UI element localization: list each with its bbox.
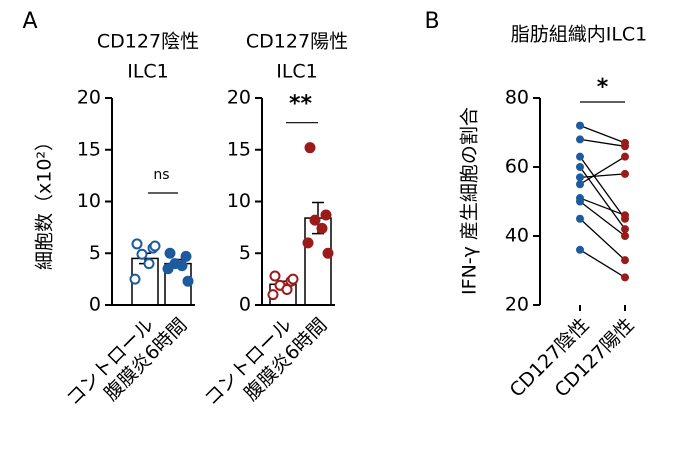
pair-line bbox=[579, 156, 626, 220]
data-point bbox=[320, 209, 332, 221]
data-point bbox=[269, 270, 281, 282]
data-point bbox=[621, 273, 629, 282]
y-tick-label: 10 bbox=[227, 190, 251, 212]
data-point bbox=[129, 273, 141, 285]
pair-line bbox=[579, 249, 626, 278]
data-point bbox=[302, 237, 314, 249]
data-point bbox=[281, 283, 293, 295]
data-point bbox=[309, 214, 321, 226]
data-point bbox=[267, 289, 279, 301]
data-point bbox=[176, 260, 188, 272]
data-point bbox=[576, 197, 584, 206]
data-point bbox=[621, 225, 629, 234]
pair-line bbox=[579, 138, 626, 147]
data-point bbox=[576, 121, 584, 130]
y-tick-label: 5 bbox=[89, 242, 101, 264]
y-axis-label: 細胞数（x10²） bbox=[34, 132, 56, 270]
data-point bbox=[621, 142, 629, 151]
y-tick-label: 20 bbox=[77, 87, 101, 109]
pair-line bbox=[579, 200, 626, 237]
y-tick-label: 15 bbox=[227, 138, 251, 160]
data-point bbox=[287, 273, 299, 285]
data-point bbox=[180, 250, 192, 262]
data-point bbox=[621, 211, 629, 220]
significance-label: ns bbox=[153, 167, 169, 183]
pair-line bbox=[579, 197, 626, 216]
data-point bbox=[576, 180, 584, 189]
data-point bbox=[149, 240, 161, 252]
chart-title: CD127陽性 bbox=[246, 31, 348, 53]
y-tick-label: 0 bbox=[239, 294, 251, 316]
y-tick-label: 15 bbox=[77, 138, 101, 160]
data-point bbox=[304, 142, 316, 154]
chart-title: ILC1 bbox=[127, 61, 169, 83]
data-point bbox=[162, 263, 174, 275]
y-tick-label: 20 bbox=[505, 294, 529, 316]
significance-label: * bbox=[597, 75, 609, 100]
y-tick-label: 0 bbox=[89, 294, 101, 316]
pair-line bbox=[579, 218, 626, 261]
data-point bbox=[164, 247, 176, 259]
data-point bbox=[576, 163, 584, 171]
data-point bbox=[621, 256, 629, 265]
pair-line bbox=[579, 173, 626, 178]
pair-line bbox=[579, 156, 626, 185]
y-tick-label: 60 bbox=[505, 156, 529, 178]
data-point bbox=[136, 248, 148, 260]
data-point bbox=[316, 222, 328, 234]
data-point bbox=[143, 258, 155, 270]
y-tick-label: 20 bbox=[227, 87, 251, 109]
data-point bbox=[576, 245, 584, 254]
y-tick-label: 40 bbox=[505, 225, 529, 247]
chart-title: ILC1 bbox=[276, 61, 318, 83]
significance-label: ** bbox=[289, 92, 313, 117]
data-point bbox=[576, 152, 584, 161]
panel-label: B bbox=[424, 9, 439, 34]
data-point bbox=[322, 247, 334, 259]
y-tick-label: 80 bbox=[505, 87, 529, 109]
data-point bbox=[576, 173, 584, 182]
data-point bbox=[621, 169, 629, 178]
chart-title: 脂肪組織内ILC1 bbox=[511, 24, 648, 46]
data-point bbox=[621, 152, 629, 161]
y-tick-label: 10 bbox=[77, 190, 101, 212]
data-point bbox=[621, 232, 629, 240]
data-point bbox=[131, 238, 143, 250]
data-point bbox=[576, 214, 584, 223]
panel-label: A bbox=[22, 9, 37, 34]
data-point bbox=[576, 135, 584, 144]
pair-line bbox=[579, 124, 626, 144]
chart-title: CD127陰性 bbox=[97, 31, 199, 53]
y-tick-label: 5 bbox=[239, 242, 251, 264]
y-axis-label: IFN-γ 産生細胞の割合 bbox=[459, 107, 481, 295]
data-point bbox=[182, 275, 194, 287]
